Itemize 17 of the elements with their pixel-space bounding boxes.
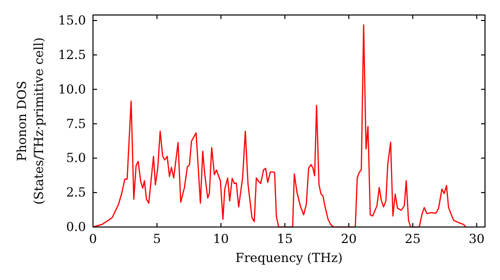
y-axis-title: Phonon DOS (States/THz·primitive cell) bbox=[14, 37, 46, 205]
x-tick-label: 30 bbox=[468, 230, 485, 246]
y-tick-label: 2.5 bbox=[66, 184, 86, 200]
x-tick-label: 10 bbox=[212, 230, 229, 246]
y-tick-label: 5.0 bbox=[66, 150, 86, 166]
x-tick-label: 0 bbox=[89, 230, 98, 246]
y-tick-label: 0.0 bbox=[66, 219, 86, 234]
x-tick-label: 5 bbox=[152, 230, 161, 246]
y-tick-label: 10.0 bbox=[58, 81, 86, 96]
y-tick-label: 7.5 bbox=[66, 116, 86, 131]
x-tick-label: 15 bbox=[276, 230, 293, 246]
y-tick-label: 15.0 bbox=[58, 12, 86, 28]
y-tick-label: 12.5 bbox=[58, 46, 86, 62]
line-series bbox=[92, 24, 467, 228]
x-axis-title: Frequency (THz) bbox=[235, 250, 343, 265]
x-tick-label: 25 bbox=[404, 230, 421, 246]
x-tick-label: 20 bbox=[340, 230, 357, 246]
